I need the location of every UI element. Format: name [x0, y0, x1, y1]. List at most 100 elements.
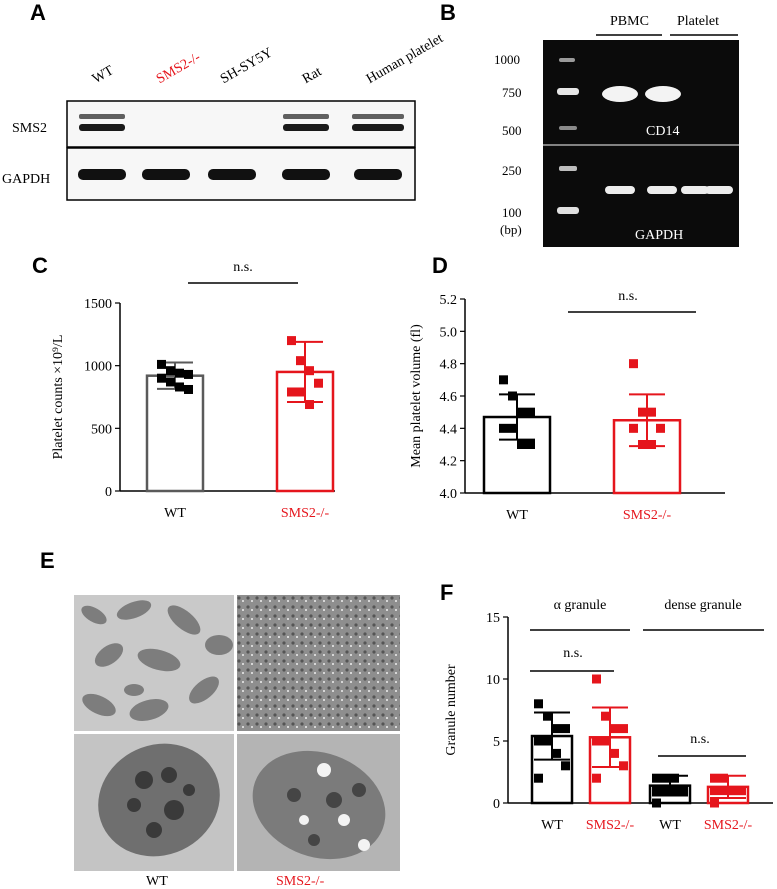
- gapdh-band: [208, 169, 256, 180]
- gel-label-gapdh: GAPDH: [635, 228, 684, 243]
- y-tick-label: 500: [91, 422, 112, 437]
- group-label: dense granule: [664, 598, 741, 613]
- sms2-band: [79, 114, 125, 119]
- data-point: [670, 773, 679, 783]
- data-point: [543, 736, 552, 746]
- ladder-250: 250: [502, 163, 522, 178]
- data-point: [526, 407, 535, 417]
- data-point: [670, 786, 679, 796]
- data-point: [710, 773, 719, 783]
- data-point: [508, 391, 517, 401]
- pcr-gel-image: [543, 40, 739, 247]
- data-point: [619, 724, 628, 734]
- data-point: [610, 748, 619, 758]
- y-axis-label: Platelet counts ×10⁹/L: [51, 335, 66, 460]
- data-point: [652, 798, 661, 808]
- ladder-100: 100: [502, 205, 522, 220]
- data-point: [157, 373, 166, 383]
- data-point: [157, 359, 166, 369]
- data-point: [526, 440, 535, 449]
- gapdh-band: [142, 169, 190, 180]
- x-tick-label: SMS2-/-: [586, 818, 635, 833]
- x-tick-label: WT: [541, 818, 563, 833]
- group-label: α granule: [554, 598, 607, 613]
- data-point: [534, 773, 543, 783]
- sms2-band: [79, 124, 125, 131]
- lane-label-wt: WT: [90, 63, 117, 88]
- y-axis-label: Mean platelet volume (fl): [409, 324, 424, 468]
- data-point: [656, 423, 665, 433]
- panel-label-f: F: [440, 580, 454, 605]
- data-point: [517, 407, 526, 417]
- data-point: [296, 387, 305, 397]
- x-tick-label: SMS2-/-: [281, 506, 330, 521]
- x-tick-label: WT: [659, 818, 681, 833]
- data-point: [296, 356, 305, 366]
- data-point: [517, 440, 526, 449]
- y-tick-label: 5.2: [440, 293, 458, 308]
- y-tick-label: 5.0: [440, 325, 458, 340]
- data-point: [184, 384, 193, 394]
- data-point: [166, 377, 175, 387]
- lane-label-sms2-ko: SMS2-/-: [154, 50, 204, 88]
- data-point: [661, 773, 670, 783]
- y-tick-label: 10: [486, 673, 500, 688]
- panel-label-e: E: [40, 548, 55, 573]
- data-point: [287, 336, 296, 346]
- y-tick-label: 1000: [84, 360, 112, 375]
- data-point: [543, 711, 552, 721]
- gapdh-band: [354, 169, 402, 180]
- data-point: [728, 786, 737, 796]
- data-point: [499, 375, 508, 385]
- x-tick-label: SMS2-/-: [704, 818, 753, 833]
- gel-group-platelet: Platelet: [677, 14, 719, 29]
- gel-group-lines: [596, 34, 738, 36]
- data-point: [592, 674, 601, 684]
- ladder-750: 750: [502, 85, 522, 100]
- data-point: [619, 761, 628, 771]
- data-point: [719, 786, 728, 796]
- data-point: [592, 736, 601, 746]
- x-tick-label: SMS2-/-: [623, 508, 672, 523]
- sms2-band: [352, 114, 404, 119]
- sms2-band: [283, 114, 329, 119]
- data-point: [610, 724, 619, 734]
- data-point: [592, 773, 601, 783]
- data-point: [629, 423, 638, 433]
- data-point: [508, 423, 517, 433]
- data-point: [561, 761, 570, 771]
- y-tick-label: 0: [493, 797, 500, 812]
- data-point: [601, 711, 610, 721]
- data-point: [305, 366, 314, 376]
- gel-group-pbmc: PBMC: [610, 14, 649, 29]
- data-point: [652, 773, 661, 783]
- panel-label-a: A: [30, 0, 46, 25]
- chart-mean-platelet-volume: 4.0 4.2 4.4 4.6 4.8 5.0 5.2 Mean platelet volum…: [409, 289, 725, 523]
- panel-label-d: D: [432, 253, 448, 278]
- gel-label-cd14: CD14: [646, 124, 680, 139]
- ladder-1000: 1000: [494, 52, 520, 67]
- tem-micrograph-image: [74, 595, 400, 871]
- data-point: [647, 440, 656, 449]
- significance-label: n.s.: [690, 732, 709, 747]
- data-point: [647, 407, 656, 417]
- y-tick-label: 4.4: [440, 422, 458, 437]
- data-point: [719, 773, 728, 783]
- data-point: [601, 736, 610, 746]
- row-label-gapdh: GAPDH: [2, 172, 51, 187]
- data-point: [314, 378, 323, 388]
- lane-label-shsy5y: SH-SY5Y: [218, 45, 276, 88]
- data-point: [710, 786, 719, 796]
- data-point: [629, 359, 638, 369]
- y-tick-label: 4.2: [440, 455, 458, 470]
- data-point: [534, 699, 543, 709]
- x-tick-label: WT: [506, 508, 528, 523]
- data-point: [638, 407, 647, 417]
- y-tick-label: 4.0: [440, 487, 458, 502]
- lane-label-human-platelet: Human platelet: [364, 31, 446, 88]
- data-point: [499, 423, 508, 433]
- panel-label-c: C: [32, 253, 48, 278]
- x-tick-label: WT: [164, 506, 186, 521]
- y-axis-label: Granule number: [444, 664, 459, 756]
- chart-platelet-counts: 0 500 1000 1500 Platelet counts ×10⁹/L WT SMS2…: [51, 260, 335, 521]
